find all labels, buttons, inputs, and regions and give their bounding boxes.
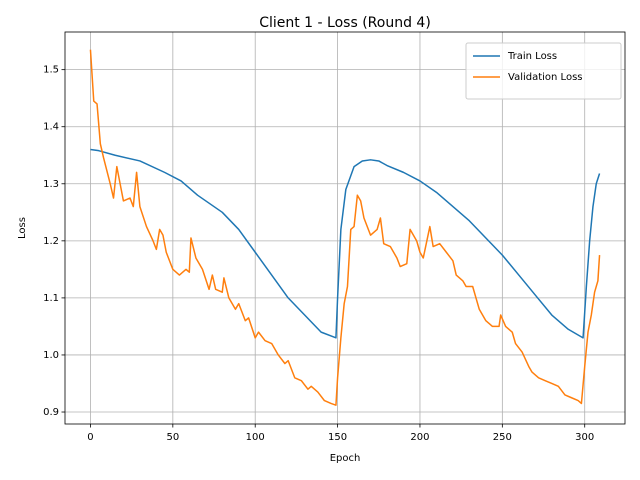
x-axis-label: Epoch (330, 453, 361, 464)
data-line (90, 148, 601, 339)
plot-frame (64, 31, 626, 425)
legend-label: Validation Loss (508, 72, 583, 83)
y-axis-label: Loss (17, 217, 28, 239)
y-tick-label: 1.2 (43, 236, 59, 247)
x-tick-label: 250 (493, 432, 512, 443)
x-tick-label: 150 (328, 432, 347, 443)
legend-label: Train Loss (507, 51, 557, 62)
x-tick-label: 300 (575, 432, 594, 443)
x-tick-label: 100 (246, 432, 265, 443)
x-tick-label: 50 (166, 432, 179, 443)
legend-box (465, 42, 622, 100)
x-tick-label: 0 (87, 432, 93, 443)
y-tick-label: 1.3 (43, 179, 59, 190)
y-tick-label: 0.9 (43, 407, 59, 418)
y-tick-label: 1.0 (43, 350, 59, 361)
data-line (89, 49, 601, 406)
y-tick-label: 1.1 (43, 293, 59, 304)
y-tick-label: 1.5 (43, 65, 59, 76)
legend: Train Loss Validation Loss (465, 42, 622, 100)
x-tick-label: 200 (410, 432, 429, 443)
y-tick-label: 1.4 (43, 122, 59, 133)
chart-title: Client 1 - Loss (Round 4) (259, 15, 431, 31)
